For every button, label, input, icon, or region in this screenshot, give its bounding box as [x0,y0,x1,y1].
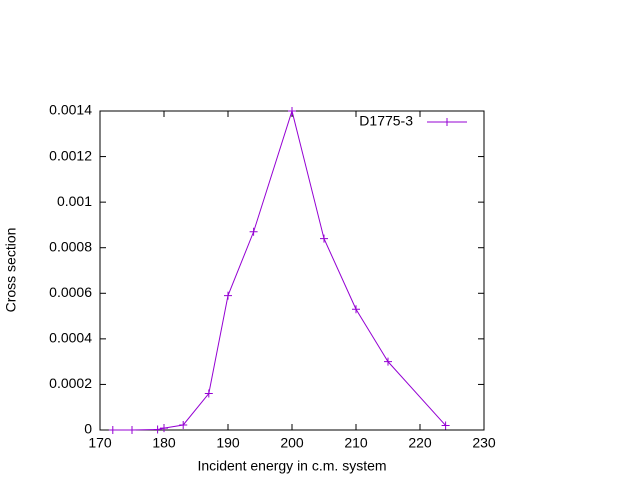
point-marker [160,424,168,433]
point-marker [352,305,360,314]
x-tick-label: 230 [472,435,496,451]
y-tick-label: 0.0004 [49,330,92,346]
point-marker [108,426,117,434]
y-axis-label: Cross section [3,228,19,313]
y-tick-label: 0.0002 [49,375,92,391]
point-marker [288,107,296,115]
x-tick-label: 200 [280,435,304,451]
point-marker [249,227,258,236]
x-tick-label: 220 [408,435,432,451]
y-tick-label: 0.0008 [49,238,92,254]
y-tick-label: 0.0006 [49,284,92,300]
x-tick-label: 210 [344,435,368,451]
x-tick-label: 180 [152,435,176,451]
x-axis-label: Incident energy in c.m. system [197,458,386,474]
legend-marker [443,118,451,126]
point-marker [441,421,450,430]
x-tick-label: 170 [88,435,112,451]
point-marker [179,420,188,429]
point-marker [384,357,392,366]
y-tick-label: 0.0014 [49,102,92,118]
point-marker [320,234,328,243]
legend-label: D1775-3 [359,113,413,129]
plot-frame [99,110,485,431]
y-tick-label: 0.0012 [49,147,92,163]
x-tick-label: 190 [216,435,240,451]
point-marker [128,426,136,434]
point-marker [153,425,162,434]
y-tick-label: 0.001 [57,193,92,209]
point-marker [224,291,232,300]
data-line [112,109,446,431]
y-tick-label: 0 [84,421,92,437]
point-marker [204,389,213,398]
